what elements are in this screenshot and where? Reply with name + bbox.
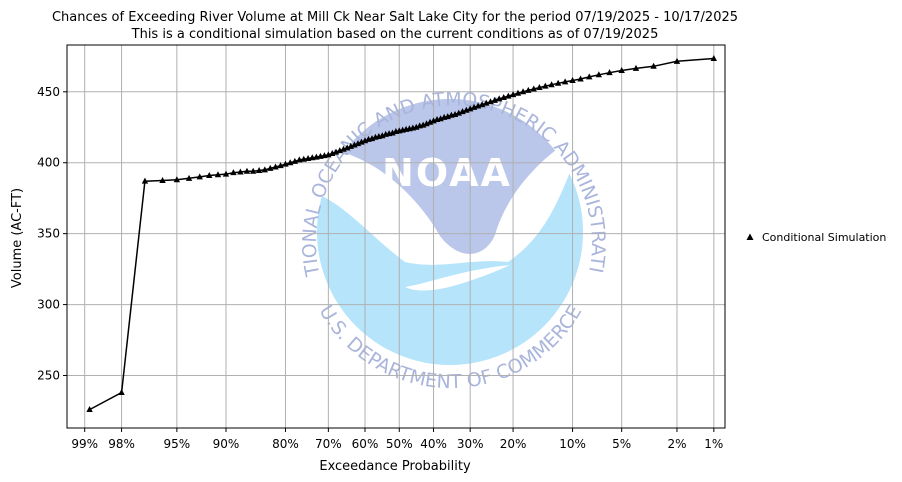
data-point [561, 78, 569, 85]
data-point [255, 167, 263, 174]
noaa-watermark-logo: NOAA NATIONAL OCEANIC AND ATMOSPHERIC AD… [0, 0, 609, 393]
x-tick-label: 80% [272, 437, 299, 451]
data-point [243, 167, 251, 174]
data-point [206, 172, 213, 179]
x-tick-label: 60% [352, 437, 379, 451]
x-tick-label: 99% [71, 437, 98, 451]
data-point [222, 170, 230, 177]
y-tick-label: 250 [37, 369, 60, 383]
data-point [267, 164, 274, 171]
data-point [710, 54, 718, 61]
y-tick-label: 450 [37, 85, 60, 99]
y-axis-ticks: 250 300 350 400 450 [37, 85, 67, 383]
data-point [509, 91, 517, 98]
x-axis-label: Exceedance Probability [319, 459, 471, 474]
x-tick-label: 2% [667, 437, 686, 451]
data-point [237, 168, 244, 175]
data-point [118, 389, 125, 396]
data-point [249, 167, 257, 174]
x-tick-label: 50% [386, 437, 413, 451]
x-tick-label: 30% [457, 437, 484, 451]
y-tick-label: 400 [37, 156, 60, 170]
data-point [586, 73, 593, 80]
x-tick-label: 95% [164, 437, 191, 451]
data-point [261, 166, 268, 173]
x-tick-label: 98% [108, 437, 135, 451]
x-tick-label: 40% [420, 437, 447, 451]
legend: Conditional Simulation [746, 231, 886, 244]
data-point [282, 160, 289, 167]
data-point [196, 173, 203, 180]
x-tick-label: 10% [559, 437, 586, 451]
x-tick-label: 70% [315, 437, 342, 451]
data-point [673, 57, 681, 64]
chart-title: Chances of Exceeding River Volume at Mil… [52, 10, 738, 25]
data-point [618, 67, 625, 74]
y-axis-label: Volume (AC-FT) [10, 188, 25, 288]
legend-label: Conditional Simulation [762, 231, 886, 244]
series-layer [86, 54, 718, 413]
data-point [86, 406, 93, 413]
data-point [542, 82, 549, 89]
data-point [554, 79, 562, 86]
x-tick-label: 90% [213, 437, 240, 451]
data-point [514, 89, 522, 96]
data-point [159, 176, 166, 183]
data-point [569, 76, 576, 83]
chart-subtitle: This is a conditional simulation based o… [131, 27, 659, 42]
data-point [277, 162, 284, 169]
legend-marker [746, 233, 754, 240]
x-axis-ticks: 99% 98% 95% 90% 80% 70% 60% 50% 40% 30% 20% 10% 5% 2%… [71, 428, 723, 451]
data-point [536, 84, 543, 91]
data-point [141, 177, 149, 184]
data-point [650, 62, 657, 69]
data-point [173, 176, 181, 183]
watermark-logo-text: NOAA [382, 151, 512, 195]
data-point [230, 169, 237, 176]
y-tick-label: 350 [37, 227, 60, 241]
watermark-wave-shape [405, 265, 510, 291]
data-point [632, 64, 640, 71]
data-point [525, 86, 532, 93]
data-point [595, 71, 603, 78]
data-point [185, 174, 193, 181]
data-point [505, 92, 512, 99]
data-point [577, 75, 584, 82]
plot-frame [66, 44, 726, 429]
x-tick-label: 20% [500, 437, 527, 451]
data-point [214, 171, 222, 178]
x-tick-label: 1% [704, 437, 723, 451]
data-point [519, 88, 527, 95]
data-point [548, 81, 555, 88]
grid-lines [67, 45, 725, 428]
data-point [606, 69, 613, 76]
data-point [530, 85, 537, 92]
data-point [296, 156, 303, 163]
data-point [272, 163, 279, 170]
y-tick-label: 300 [37, 298, 60, 312]
x-tick-label: 5% [612, 437, 631, 451]
